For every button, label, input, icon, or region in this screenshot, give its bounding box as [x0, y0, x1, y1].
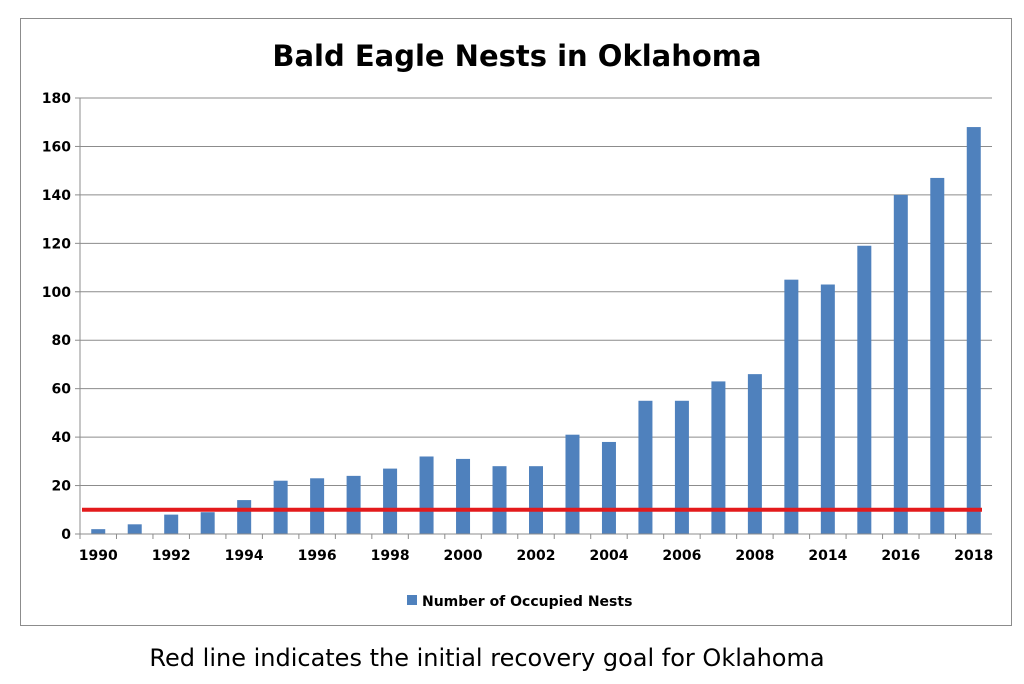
y-tick-label: 100	[42, 285, 71, 301]
y-tick-label: 60	[52, 382, 72, 398]
chart-caption: Red line indicates the initial recovery …	[149, 644, 825, 672]
bar-1998	[383, 468, 398, 534]
legend: Number of Occupied Nests	[407, 594, 632, 610]
bar-1991	[127, 524, 142, 534]
x-tick-label: 2000	[444, 548, 483, 564]
x-tick-label: 2006	[662, 548, 701, 564]
x-tick-label: 2008	[735, 548, 774, 564]
bar-2004	[601, 441, 616, 534]
bar-2017	[930, 177, 945, 534]
y-tick-label: 40	[52, 430, 72, 446]
x-tick-label: 2002	[517, 548, 556, 564]
x-tick-label: 2016	[881, 548, 920, 564]
bar-1997	[346, 475, 361, 534]
bar-1999	[419, 456, 434, 534]
gridlines	[80, 97, 992, 487]
bar-1995	[273, 480, 288, 534]
y-tick-label: 80	[52, 333, 72, 349]
x-tick-label: 1994	[225, 548, 264, 564]
bar-2018	[966, 127, 981, 535]
bars	[91, 127, 981, 535]
x-tick-label: 1998	[371, 548, 410, 564]
y-tick-label: 160	[42, 139, 71, 155]
x-tick-label: 2014	[808, 548, 847, 564]
bar-2006	[674, 400, 689, 534]
y-tick-label: 180	[42, 91, 71, 107]
bar-2015	[857, 245, 872, 534]
bar-1993	[200, 512, 215, 534]
x-tick-label: 2018	[954, 548, 993, 564]
bar-2007	[711, 381, 726, 534]
x-axis-ticks: 1990 1992 1994 1996 1998 2000 2002 2004 2006 2008…	[79, 534, 993, 564]
x-tick-label: 1996	[298, 548, 337, 564]
bar-2005	[638, 400, 653, 534]
bar-2009	[784, 279, 799, 534]
x-tick-label: 1990	[79, 548, 118, 564]
chart-title: Bald Eagle Nests in Oklahoma	[272, 39, 761, 73]
bar-2001	[492, 466, 507, 534]
x-tick-label: 2004	[589, 548, 628, 564]
bar-1994	[237, 500, 252, 534]
bar-2008	[747, 374, 762, 534]
y-tick-label: 120	[42, 236, 71, 252]
bar-1990	[91, 529, 106, 534]
y-tick-label: 140	[42, 188, 71, 204]
bar-2016	[893, 194, 908, 534]
bar-1996	[310, 478, 325, 534]
y-axis-ticks: 0 20 40 60 80 100 120 140 160 180	[42, 91, 80, 543]
legend-swatch	[407, 595, 417, 605]
bar-2014	[820, 284, 835, 534]
bar-2002	[529, 466, 543, 534]
chart-frame: Bald Eagle Nests in Oklahoma 0 20 40 60 80 10…	[20, 18, 1012, 626]
x-tick-label: 1992	[152, 548, 191, 564]
bar-chart: Bald Eagle Nests in Oklahoma 0 20 40 60 80 10…	[42, 39, 993, 610]
bar-2000	[456, 458, 471, 534]
y-tick-label: 0	[61, 527, 71, 543]
y-tick-label: 20	[52, 479, 72, 495]
legend-label: Number of Occupied Nests	[422, 594, 632, 610]
bar-1992	[164, 514, 179, 534]
bar-2003	[565, 434, 580, 534]
